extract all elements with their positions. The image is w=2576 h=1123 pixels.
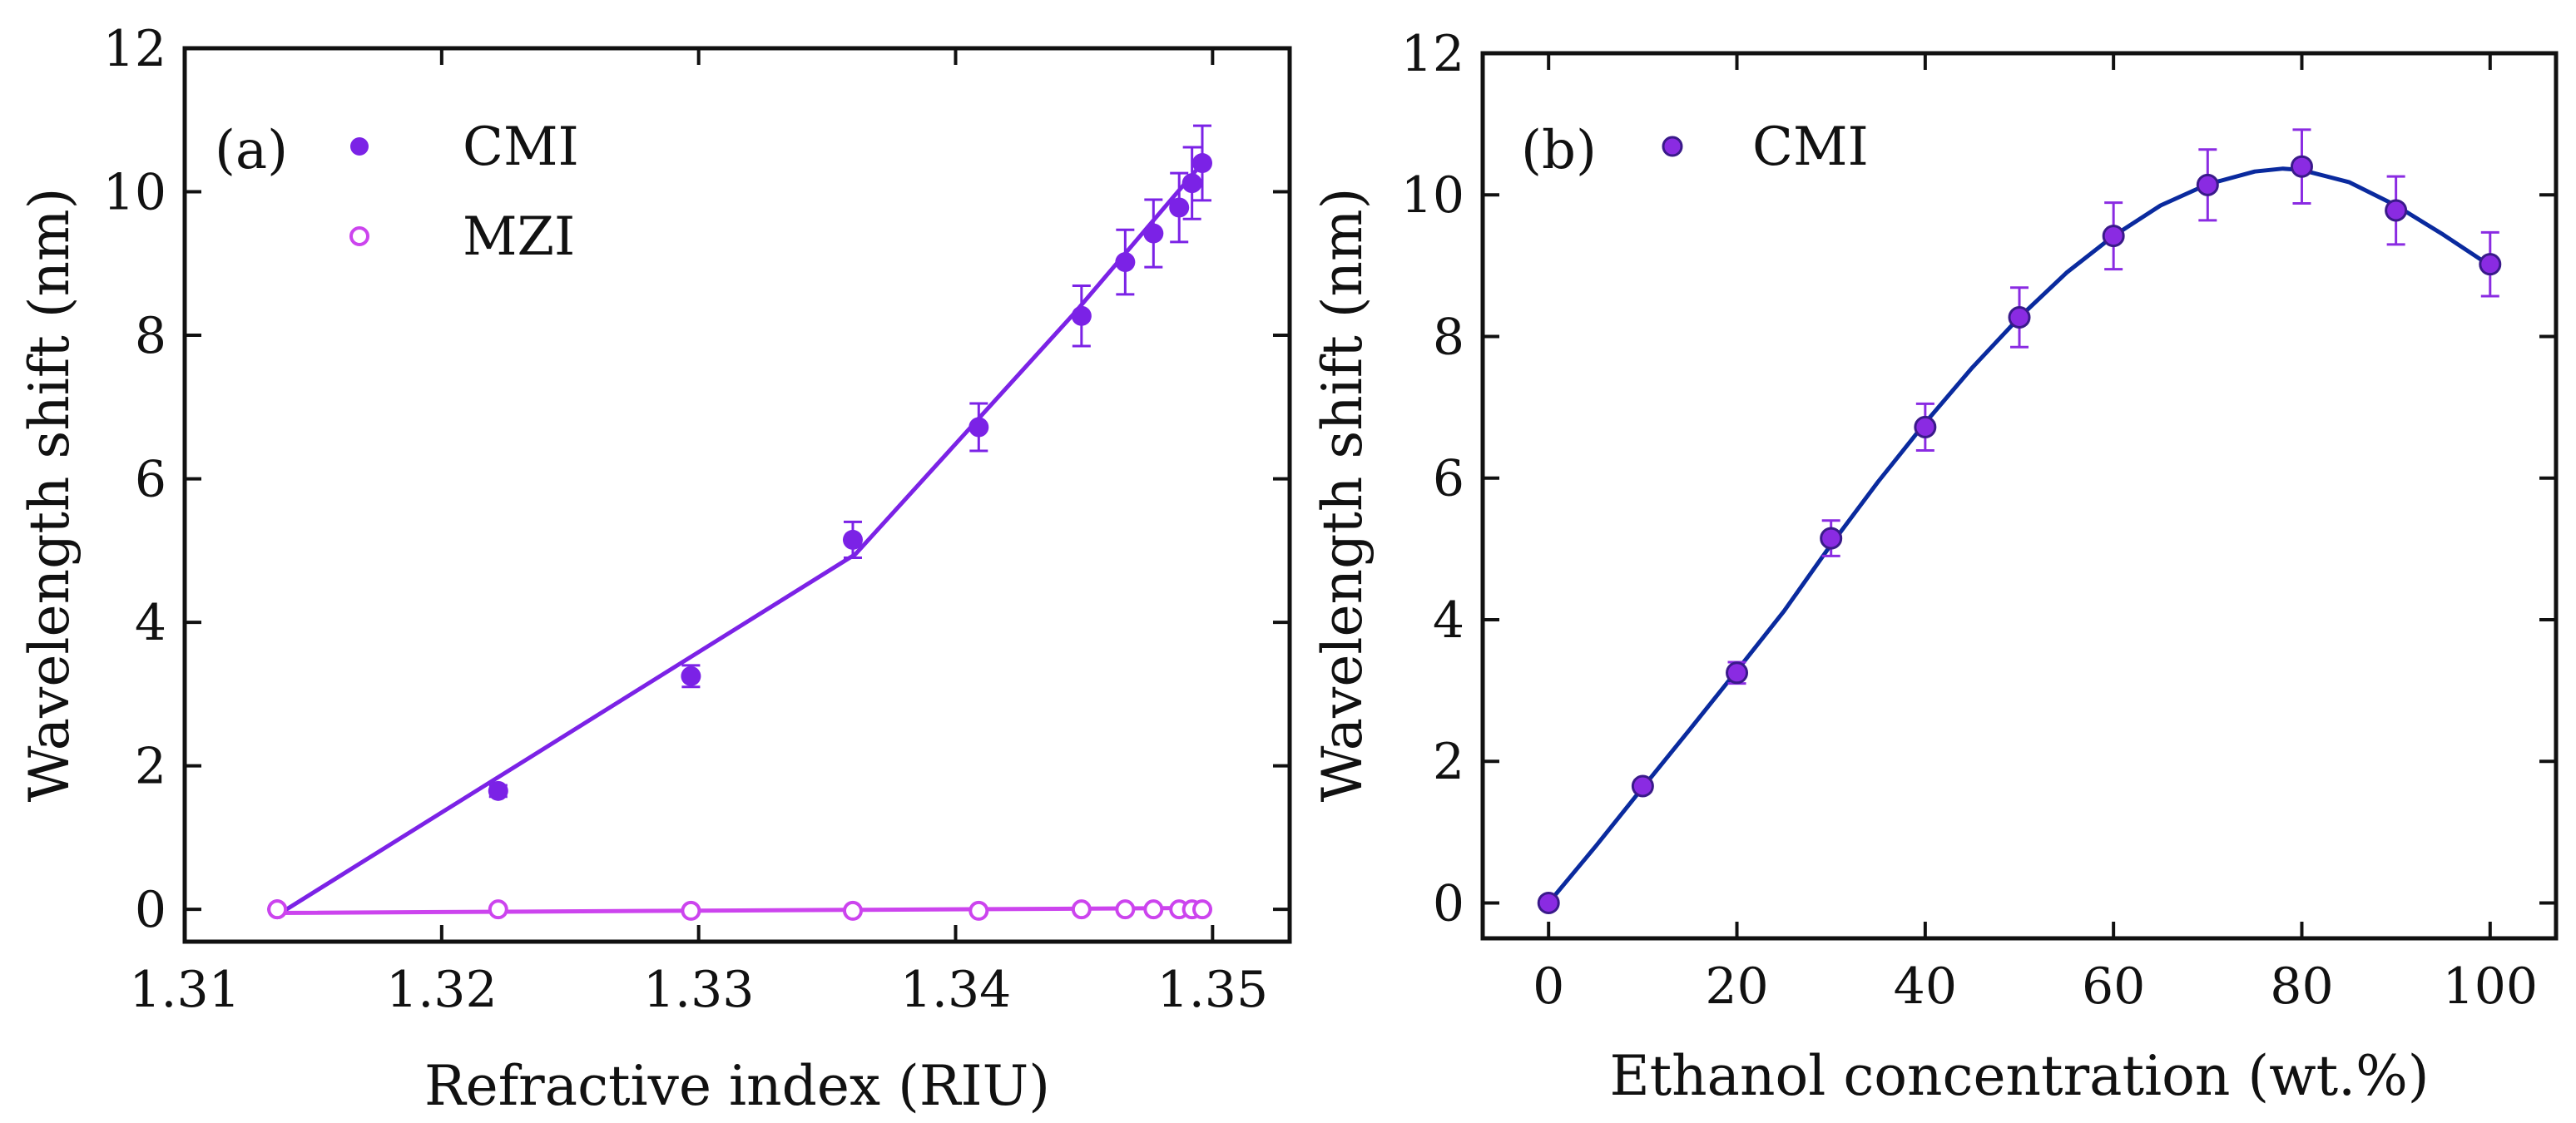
panel-a-x-tick-label: 1.33 <box>643 961 755 1019</box>
panel-b-y-tick-label: 10 <box>1401 166 1464 225</box>
panel-b-plot-content <box>1537 128 2502 914</box>
panel-a-x-axis-title: Refractive index (RIU) <box>424 1054 1050 1118</box>
panel-b-cmi-point <box>1537 891 1560 914</box>
panel-b-x-tick-label: 20 <box>1705 957 1768 1016</box>
panel-b-cmi-point <box>2008 305 2031 329</box>
panel-b-x-tick-label: 0 <box>1533 957 1564 1016</box>
panel-a-mzi-point <box>1143 899 1164 920</box>
panel-a-cmi-point <box>1191 153 1212 174</box>
legend-b-cmi-label: CMI <box>1752 116 1869 178</box>
legend-cmi-label: CMI <box>463 116 579 178</box>
panel-b-y-axis-title: Wavelength shift (nm) <box>1310 188 1375 803</box>
panel-a-cmi-fit-line <box>275 161 1205 918</box>
panel-b-cmi-point <box>2479 253 2502 276</box>
panel-a-mzi-fit-line <box>275 906 1205 915</box>
panel-b-ticks: 0 20 40 60 80 100 0 2 4 6 8 10 12 <box>1401 25 2556 1016</box>
panel-a-mzi-point <box>842 900 863 921</box>
panel-a-y-axis-title: Wavelength shift (nm) <box>17 188 82 803</box>
panel-b-cmi-fit-line <box>1546 166 2493 905</box>
panel-b-cmi-point <box>2385 199 2408 222</box>
panel-a-cmi-point <box>1169 197 1190 218</box>
panel-a-cmi-point <box>1071 305 1092 326</box>
panel-a-x-tick-label: 1.35 <box>1157 961 1269 1019</box>
panel-a-y-tick-label: 6 <box>135 451 166 509</box>
panel-a-mzi-point <box>968 900 989 921</box>
panel-b-y-tick-label: 12 <box>1401 25 1464 83</box>
panel-a-legend: CMI MZI <box>349 116 579 268</box>
panel-b-cmi-point <box>1820 527 1843 550</box>
panel-b-label: (b) <box>1521 120 1597 181</box>
panel-a-cmi-point <box>1115 252 1136 273</box>
panel-b-cmi-point <box>2102 225 2125 248</box>
panel-a-cmi-point <box>842 529 863 550</box>
panel-a: 1.31 1.32 1.33 1.34 1.35 0 2 4 6 8 10 12 (a) CMI MZ… <box>17 20 1292 1118</box>
panel-a-axes-frame <box>182 46 1292 944</box>
panel-b-x-axis-title: Ethanol concentration (wt.%) <box>1609 1044 2429 1108</box>
panel-a-y-tick-label: 10 <box>103 164 166 222</box>
legend-cmi-marker <box>350 137 369 156</box>
panel-a-cmi-point <box>681 665 701 686</box>
panel-b-x-tick-label: 60 <box>2082 957 2145 1016</box>
panel-a-x-tick-label: 1.32 <box>386 961 498 1019</box>
panel-b-y-tick-label: 0 <box>1433 874 1464 933</box>
panel-a-cmi-point <box>968 417 989 438</box>
panel-a-ticks: 1.31 1.32 1.33 1.34 1.35 0 2 4 6 8 10 12 <box>103 20 1290 1019</box>
panel-a-mzi-point <box>1191 899 1212 920</box>
panel-b-cmi-point <box>2196 173 2219 196</box>
panel-a-y-tick-label: 4 <box>135 594 166 652</box>
panel-b-cmi-point <box>2290 155 2313 178</box>
panel-a-label: (a) <box>215 120 288 181</box>
panel-b-x-tick-label: 80 <box>2270 957 2333 1016</box>
panel-b-y-tick-label: 2 <box>1433 733 1464 791</box>
legend-mzi-marker <box>349 226 369 246</box>
panel-a-cmi-point <box>1181 173 1202 194</box>
panel-b: 0 20 40 60 80 100 0 2 4 6 8 10 12 (b) CMI Ethanol co… <box>1310 25 2559 1108</box>
panel-a-y-tick-label: 2 <box>135 738 166 796</box>
panel-a-y-tick-label: 8 <box>135 307 166 365</box>
panel-a-cmi-point <box>488 780 508 801</box>
panel-a-mzi-point <box>1115 899 1136 920</box>
panel-b-cmi-point <box>1726 661 1749 685</box>
panel-b-y-tick-label: 4 <box>1433 591 1464 650</box>
panel-a-mzi-point <box>1071 899 1092 920</box>
panel-b-y-tick-label: 6 <box>1433 450 1464 508</box>
panel-a-x-tick-label: 1.34 <box>900 961 1012 1019</box>
panel-a-cmi-point <box>1143 223 1164 244</box>
panel-a-mzi-point <box>267 899 288 920</box>
panel-a-y-tick-label: 12 <box>103 20 166 78</box>
panel-a-mzi-point <box>488 899 508 920</box>
legend-mzi-label: MZI <box>463 206 575 268</box>
panel-b-x-tick-label: 100 <box>2443 957 2539 1016</box>
panel-b-x-tick-label: 40 <box>1894 957 1957 1016</box>
legend-b-cmi-marker <box>1662 136 1683 157</box>
panel-b-cmi-point <box>1631 774 1654 798</box>
panel-b-y-tick-label: 8 <box>1433 308 1464 366</box>
panel-a-mzi-point <box>681 900 701 921</box>
panel-b-axes-frame <box>1480 51 2559 941</box>
panel-a-y-tick-label: 0 <box>135 881 166 939</box>
panel-a-x-tick-label: 1.31 <box>129 961 240 1019</box>
panel-b-cmi-point <box>1914 415 1937 438</box>
panel-a-plot-content <box>267 124 1212 921</box>
panel-b-legend: CMI <box>1662 116 1869 178</box>
